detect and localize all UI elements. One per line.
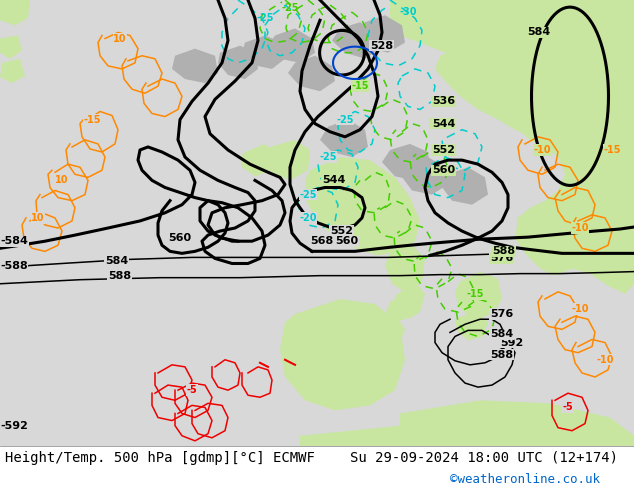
- Text: 560: 560: [335, 236, 358, 246]
- Text: -25: -25: [336, 115, 354, 124]
- Polygon shape: [430, 0, 534, 32]
- Text: Su 29-09-2024 18:00 UTC (12+174): Su 29-09-2024 18:00 UTC (12+174): [350, 451, 618, 465]
- Polygon shape: [300, 426, 430, 446]
- Text: -10: -10: [571, 304, 589, 314]
- Polygon shape: [386, 296, 408, 322]
- Text: -5: -5: [186, 385, 197, 395]
- Text: -15: -15: [351, 81, 369, 91]
- Polygon shape: [515, 56, 634, 294]
- Text: -15: -15: [83, 115, 101, 124]
- Polygon shape: [382, 144, 430, 180]
- Text: -10: -10: [571, 223, 589, 233]
- Polygon shape: [172, 49, 218, 83]
- Polygon shape: [435, 0, 634, 137]
- Polygon shape: [280, 299, 405, 411]
- Polygon shape: [515, 59, 618, 130]
- Text: 584: 584: [527, 27, 550, 37]
- Polygon shape: [390, 0, 490, 30]
- Polygon shape: [390, 0, 634, 76]
- Text: 588: 588: [108, 270, 131, 281]
- Text: 568: 568: [310, 236, 333, 246]
- Text: -10: -10: [596, 355, 614, 365]
- Text: 552: 552: [432, 145, 455, 155]
- Polygon shape: [395, 282, 425, 319]
- Polygon shape: [0, 0, 30, 25]
- Text: 560: 560: [432, 165, 455, 175]
- Text: -30: -30: [399, 7, 417, 17]
- Text: -10: -10: [533, 145, 551, 155]
- Text: -588: -588: [0, 261, 28, 270]
- Text: 10: 10: [113, 33, 127, 44]
- Polygon shape: [385, 243, 425, 294]
- Text: -592: -592: [0, 420, 28, 431]
- Polygon shape: [306, 340, 332, 360]
- Text: 536: 536: [432, 97, 455, 106]
- Polygon shape: [218, 46, 258, 79]
- Polygon shape: [268, 28, 315, 63]
- Text: -25: -25: [256, 13, 274, 23]
- Text: 584: 584: [490, 329, 514, 340]
- Polygon shape: [320, 120, 368, 157]
- Text: -25: -25: [281, 3, 299, 13]
- Polygon shape: [0, 59, 25, 83]
- Text: 588: 588: [490, 350, 513, 360]
- Polygon shape: [265, 140, 310, 180]
- Text: 576: 576: [490, 253, 514, 264]
- Text: -5: -5: [562, 402, 573, 413]
- Polygon shape: [288, 56, 335, 91]
- Text: -20: -20: [299, 213, 317, 223]
- Text: 536: 536: [430, 119, 453, 129]
- Polygon shape: [358, 15, 405, 53]
- Text: -25: -25: [320, 152, 337, 162]
- Polygon shape: [242, 35, 285, 69]
- Text: 552: 552: [330, 226, 353, 236]
- Polygon shape: [548, 0, 634, 96]
- Text: -584: -584: [0, 236, 28, 246]
- Polygon shape: [240, 144, 275, 176]
- Text: 560: 560: [168, 233, 191, 243]
- Polygon shape: [344, 357, 378, 383]
- Polygon shape: [440, 167, 488, 205]
- Text: Height/Temp. 500 hPa [gdmp][°C] ECMWF: Height/Temp. 500 hPa [gdmp][°C] ECMWF: [5, 451, 315, 465]
- Polygon shape: [332, 22, 380, 59]
- Text: 592: 592: [500, 338, 523, 347]
- Text: 10: 10: [31, 213, 45, 223]
- Text: 544: 544: [322, 175, 346, 185]
- Polygon shape: [0, 35, 22, 59]
- Text: -25: -25: [299, 190, 317, 199]
- Polygon shape: [305, 157, 420, 255]
- Text: 584: 584: [105, 256, 128, 267]
- Text: 528: 528: [370, 41, 393, 50]
- Text: 10: 10: [55, 175, 68, 185]
- Text: ©weatheronline.co.uk: ©weatheronline.co.uk: [450, 473, 600, 487]
- Text: 588: 588: [492, 246, 515, 256]
- Text: -15: -15: [603, 145, 621, 155]
- Polygon shape: [400, 400, 634, 446]
- Polygon shape: [455, 312, 488, 341]
- Text: -15: -15: [466, 289, 484, 299]
- Text: 544: 544: [432, 119, 455, 129]
- Polygon shape: [455, 271, 502, 319]
- Polygon shape: [382, 319, 405, 344]
- Polygon shape: [400, 157, 448, 195]
- Text: 576: 576: [490, 309, 514, 319]
